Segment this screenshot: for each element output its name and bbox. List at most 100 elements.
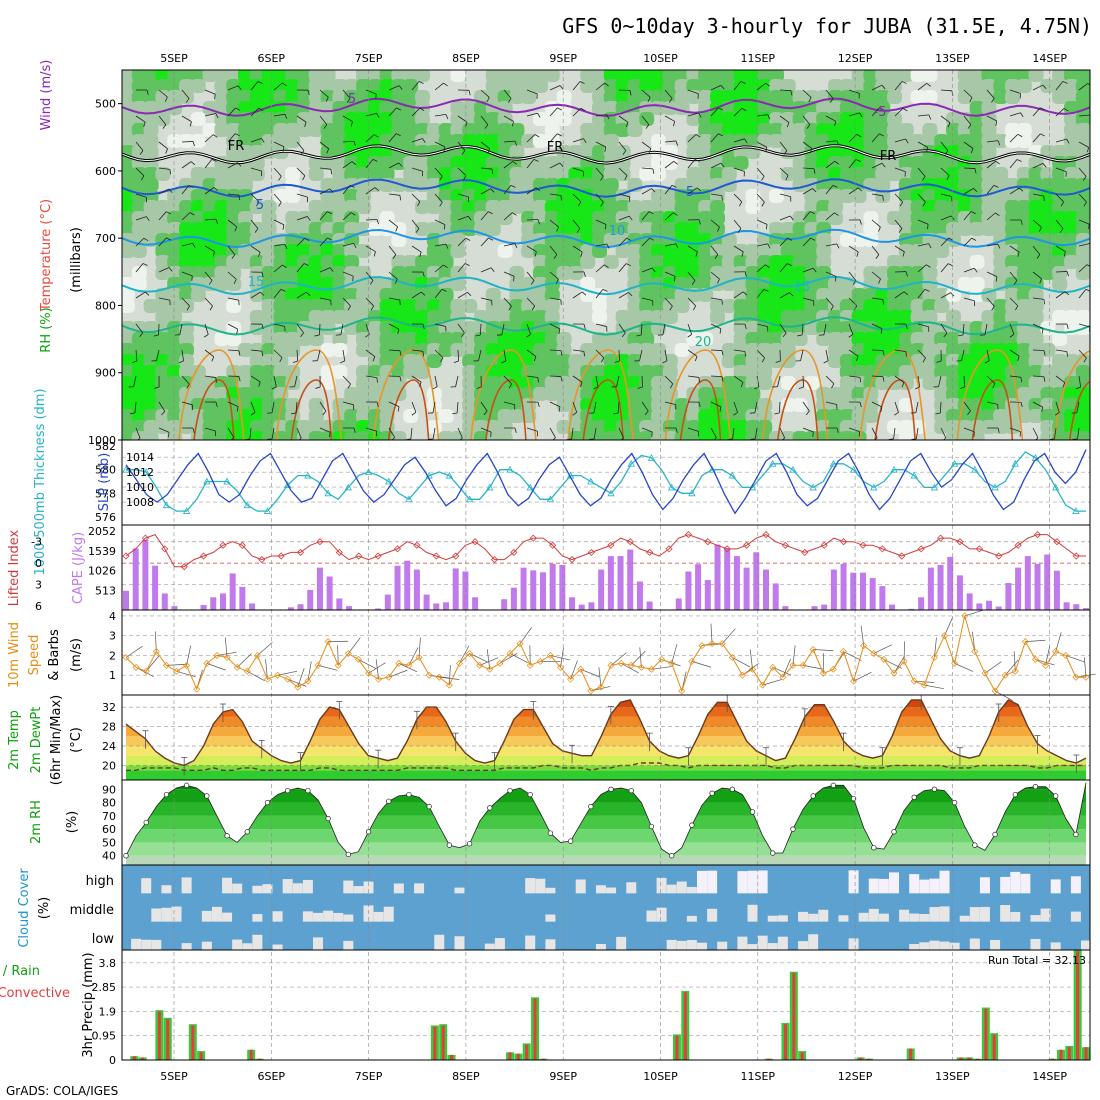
rh-cell: [179, 299, 194, 313]
cloud-cell: [1051, 942, 1061, 950]
cape-bar: [162, 593, 168, 610]
upper-air-panel: 5-5FR FRFR551015 1520: [120, 68, 1100, 445]
cloud-cell: [374, 912, 384, 922]
cape-bar: [210, 597, 216, 610]
cloud-cell: [222, 913, 232, 922]
cloud-cell: [202, 911, 212, 922]
rh-point: [811, 794, 816, 799]
cape-bar: [569, 597, 575, 610]
cloud-cell: [950, 943, 960, 950]
temp-fill-group: [122, 692, 1090, 780]
rh-cell: [734, 156, 749, 170]
cloud-cell: [202, 942, 212, 950]
cape-bar: [1035, 564, 1041, 610]
cape-bar: [171, 606, 177, 610]
cloud-cell: [525, 936, 535, 950]
cape-bar: [1073, 604, 1079, 610]
precip-ytick: 3.8: [99, 957, 117, 970]
rh-point: [548, 831, 553, 836]
cape-bar: [414, 570, 420, 610]
wind10m-barb: [247, 671, 265, 681]
cloud-cell: [252, 914, 262, 922]
cloud-cell: [940, 906, 950, 921]
upper-ylabel: (millibars): [69, 227, 84, 293]
cloud-cell: [748, 871, 758, 894]
wind10m-barb: [692, 661, 711, 667]
cloud-cell: [929, 907, 939, 922]
rh-cell: [1017, 79, 1032, 93]
cloud-cell: [697, 943, 707, 950]
cloud-cell: [545, 914, 555, 921]
precip-conv-bar: [784, 1024, 787, 1060]
rh-point: [245, 829, 250, 834]
slp-ytick: 1012: [126, 466, 154, 479]
cape-bar: [307, 590, 313, 610]
rh-point: [629, 788, 634, 793]
cloud-cell: [808, 934, 818, 950]
cloud-cell: [1051, 879, 1061, 893]
cape-bar: [889, 605, 895, 610]
rh-cell: [285, 343, 300, 357]
precip-conv-bar: [191, 1025, 194, 1060]
rh-point: [508, 788, 513, 793]
precip-conv-bar: [675, 1036, 678, 1060]
wind-barb-flag: [353, 276, 354, 281]
cloud-cell: [131, 939, 141, 950]
cloud-cell: [929, 941, 939, 950]
cape-bar: [986, 601, 992, 610]
cape-bar: [734, 556, 740, 610]
wind10m-barb: [278, 671, 298, 675]
rh-point: [285, 788, 290, 793]
wind10m-barb: [318, 665, 337, 670]
precip-conv-bar: [525, 1045, 528, 1060]
cloud-cell: [495, 938, 505, 950]
rh-cell: [498, 431, 513, 445]
cape-bar: [453, 568, 459, 610]
cape-bar: [579, 605, 585, 610]
cape-bar: [676, 598, 682, 610]
cloud-cell: [394, 884, 404, 894]
cape-bar: [976, 603, 982, 610]
cape-bar: [336, 598, 342, 610]
cape-bar: [1015, 568, 1021, 610]
rh-cell: [934, 244, 949, 258]
x-date-top: 9SEP: [549, 52, 577, 65]
cloud-cell: [980, 877, 990, 893]
rh-band: [122, 842, 1090, 855]
cape-bar: [317, 568, 323, 610]
rh-cell: [745, 200, 760, 214]
cape-bar: [928, 568, 934, 610]
cape-ylabel: CAPE (J/kg): [71, 532, 86, 604]
cloud-cell: [818, 910, 828, 922]
cloud-cell: [273, 945, 283, 950]
cloud-cell: [434, 935, 444, 950]
thickness-ytick: 582: [95, 440, 116, 453]
cloud-cell: [182, 943, 192, 950]
precip-conv-bar: [450, 1055, 453, 1060]
cloud-cell: [232, 940, 242, 950]
temp-ytick: 24: [102, 740, 116, 753]
cape-bar: [724, 548, 730, 610]
cape-bar: [705, 580, 711, 610]
cape-bar: [618, 556, 624, 610]
rh-cell: [155, 112, 170, 126]
rh-cell: [285, 189, 300, 203]
rh-ylabel: 2m RH: [29, 800, 44, 844]
cloud-cell: [657, 878, 667, 893]
temp-band: [122, 756, 1090, 766]
cloud-cell: [343, 914, 353, 921]
wind10m-barb: [1035, 659, 1054, 665]
rh-cell: [450, 244, 465, 258]
cape-bar: [395, 566, 401, 610]
rh-cell: [533, 79, 548, 93]
rh-cell: [627, 123, 642, 137]
cloud-cell: [262, 884, 272, 893]
contour-label: 5: [348, 92, 356, 107]
rh-cell: [191, 288, 206, 302]
cape-bar: [1054, 571, 1060, 610]
rh-cell: [781, 376, 796, 390]
cape-bar: [918, 597, 924, 610]
rh-cell: [828, 211, 843, 225]
rh-band: [122, 780, 1090, 789]
cloud-cell: [252, 935, 262, 950]
